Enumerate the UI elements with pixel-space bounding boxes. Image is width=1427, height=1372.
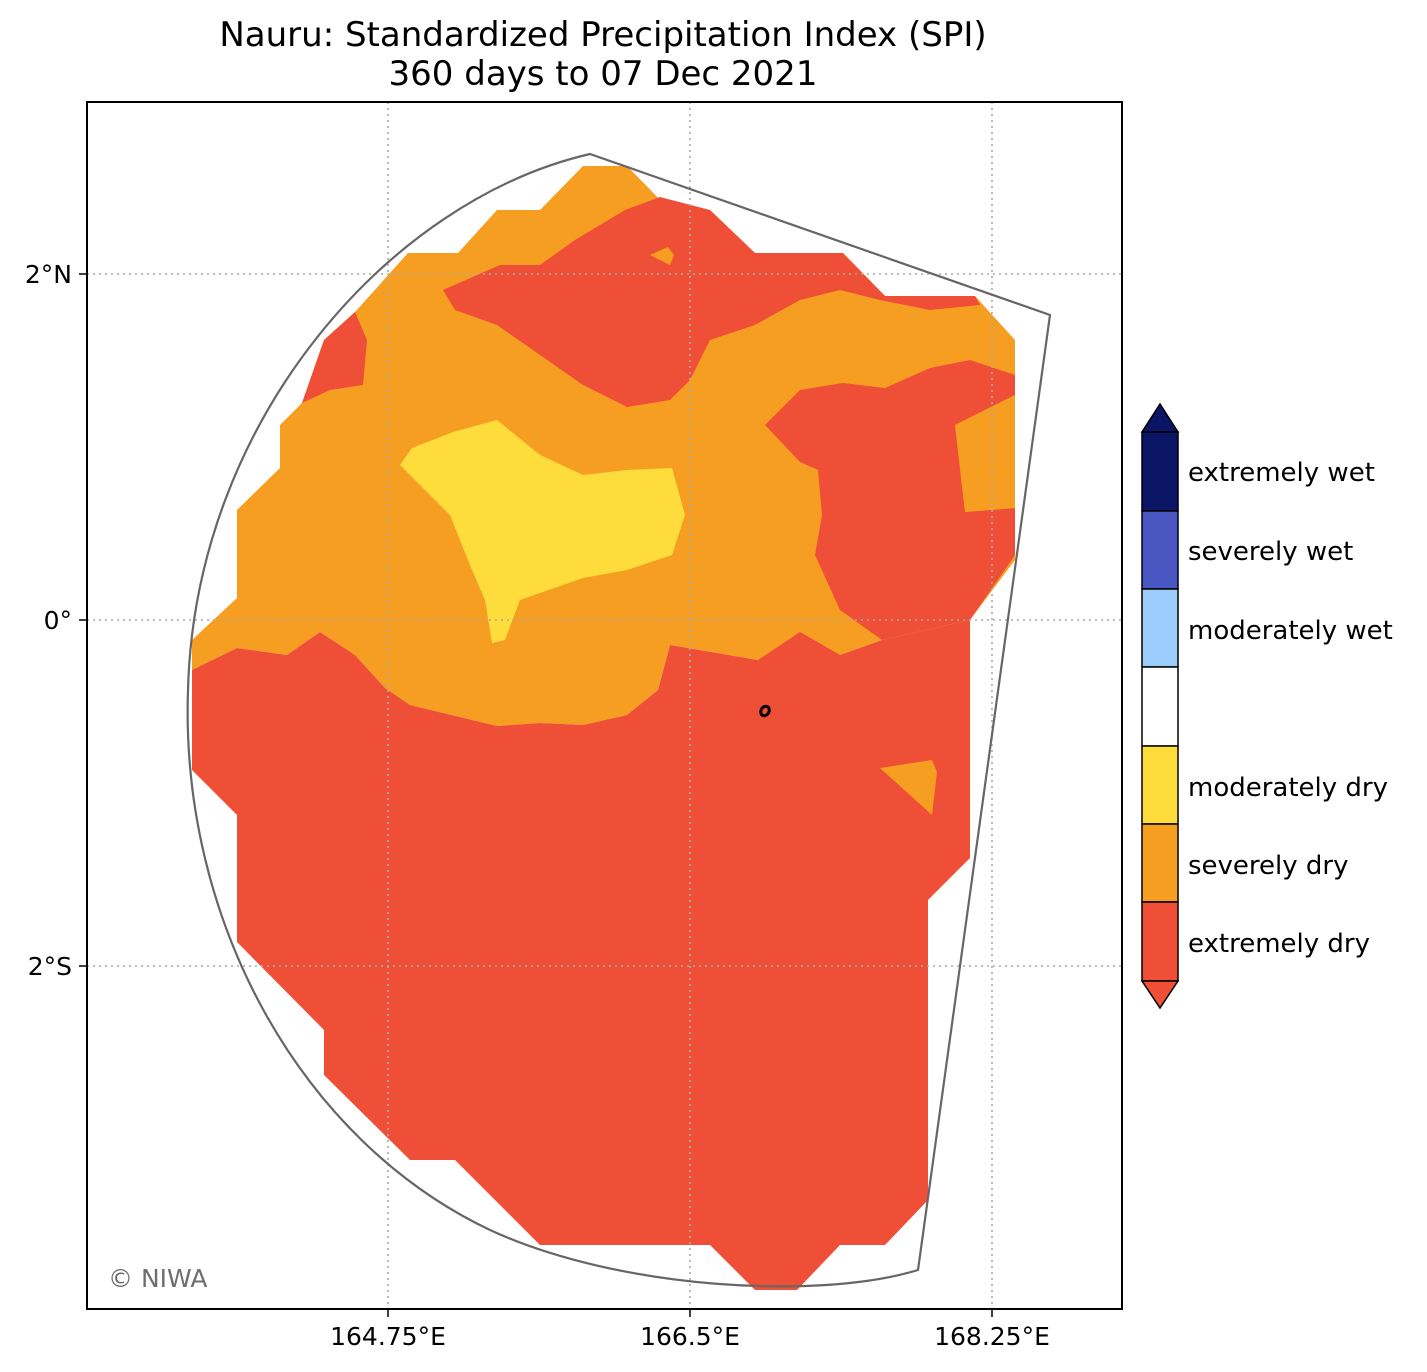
gridlines: [87, 102, 1122, 1309]
spi-field: [192, 166, 1015, 1290]
colorbar-swatch: [1141, 431, 1179, 512]
map-title: Nauru: Standardized Precipitation Index …: [219, 15, 987, 55]
moderately-dry-region: [400, 420, 685, 643]
colorbar-swatch: [1141, 666, 1179, 747]
extremely-dry-east-region: [765, 360, 1015, 640]
colorbar-label: extremely dry: [1188, 929, 1370, 959]
extremely-dry-south-region: [192, 620, 970, 1290]
lon-tick-label: 166.5°E: [640, 1322, 740, 1351]
colorbar-swatch: [1141, 510, 1179, 590]
severely-dry-region: [192, 166, 1015, 726]
extremely-dry-north-region: [443, 197, 980, 407]
lon-tick-label: 164.75°E: [330, 1322, 446, 1351]
lat-tick-label: 2°S: [28, 952, 72, 981]
colorbar-label: severely dry: [1188, 851, 1349, 881]
eez-boundary: [186, 152, 1052, 1288]
colorbar-label: moderately wet: [1188, 616, 1393, 646]
severely-dry-east-patch: [955, 395, 1015, 512]
colorbar-swatch: [1141, 745, 1179, 825]
colorbar-swatch: [1141, 823, 1179, 903]
severely-dry-southeast-patch: [880, 760, 937, 815]
colorbar-extend-wet: [1140, 402, 1180, 433]
colorbar-label: extremely wet: [1188, 458, 1375, 488]
colorbar-swatch: [1141, 901, 1179, 982]
colorbar-extend-dry: [1140, 980, 1180, 1010]
map-subtitle: 360 days to 07 Dec 2021: [388, 54, 818, 94]
colorbar: [1140, 402, 1180, 1010]
colorbar-label: severely wet: [1188, 537, 1353, 567]
colorbar-swatch: [1141, 588, 1179, 668]
nauru-island-marker: [759, 704, 771, 718]
colorbar-label: moderately dry: [1188, 773, 1388, 803]
lat-tick-label: 0°: [44, 606, 72, 635]
axis-tick-marks: [79, 273, 993, 1317]
map-frame: [86, 101, 1123, 1310]
lon-tick-label: 168.25°E: [934, 1322, 1050, 1351]
lat-tick-label: 2°N: [25, 260, 72, 289]
severely-dry-spot-north: [650, 247, 674, 265]
niwa-credit: © NIWA: [108, 1264, 207, 1293]
extremely-dry-northwest-region: [302, 312, 367, 403]
